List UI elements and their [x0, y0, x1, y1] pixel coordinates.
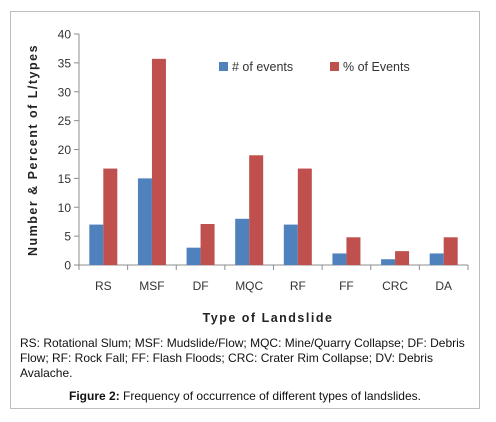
- x-tick-label: DF: [193, 279, 209, 293]
- legend-label: % of Events: [343, 60, 410, 74]
- bar-chart: 0 5 10 15 20 25 30 35 40 RS MSF DF MQC RF FF CRC DA # o…: [26, 28, 469, 325]
- figure-frame: [10, 11, 480, 409]
- bar-percent: [395, 251, 410, 265]
- y-tick-label: 30: [58, 85, 72, 99]
- bar-percent: [200, 223, 215, 265]
- figure-caption: Figure 2: Frequency of occurrence of dif…: [10, 389, 480, 403]
- y-tick-label: 25: [58, 114, 72, 128]
- x-axis: RS MSF DF MQC RF FF CRC DA: [78, 264, 469, 293]
- x-tick-label: FF: [339, 279, 354, 293]
- legend-label: # of events: [232, 60, 293, 74]
- bar-events: [429, 253, 444, 265]
- x-tick-label: MQC: [235, 279, 263, 293]
- legend-swatch: [330, 62, 339, 71]
- y-tick-label: 40: [58, 28, 72, 42]
- y-tick-label: 15: [58, 172, 72, 186]
- bar-events: [186, 247, 201, 265]
- caption-notes: RS: Rotational Slum; MSF: Mudslide/Flow;…: [20, 336, 465, 380]
- bar-percent: [297, 168, 312, 265]
- x-tick-label: RS: [95, 279, 112, 293]
- bar-events: [89, 224, 104, 265]
- bar-percent: [346, 237, 361, 265]
- y-axis-title: Number & Percent of L/types: [26, 44, 40, 256]
- bar-events: [283, 224, 298, 265]
- bar-events: [332, 253, 347, 265]
- bar-events: [381, 259, 396, 265]
- x-tick-label: DA: [435, 279, 452, 293]
- y-tick-label: 35: [58, 56, 72, 70]
- bar-events: [235, 218, 250, 265]
- bars: [89, 58, 458, 265]
- figure-caption-text: Frequency of occurrence of different typ…: [119, 389, 421, 403]
- bar-percent: [103, 168, 118, 265]
- legend-swatch: [219, 62, 228, 71]
- x-tick-label: RF: [290, 279, 306, 293]
- bar-percent: [443, 237, 458, 265]
- y-tick-label: 5: [64, 230, 71, 244]
- figure-label: Figure 2:: [69, 389, 120, 403]
- y-tick-label: 20: [58, 143, 72, 157]
- y-tick-label: 0: [64, 259, 71, 273]
- x-axis-title: Type of Landslide: [203, 311, 334, 325]
- x-tick-label: MSF: [139, 279, 164, 293]
- bar-events: [137, 178, 152, 265]
- y-axis: 0 5 10 15 20 25 30 35 40: [58, 28, 80, 273]
- legend: # of events % of Events: [219, 60, 410, 74]
- bar-percent: [249, 155, 264, 265]
- y-tick-label: 10: [58, 201, 72, 215]
- bar-percent: [151, 58, 166, 265]
- x-tick-label: CRC: [382, 279, 408, 293]
